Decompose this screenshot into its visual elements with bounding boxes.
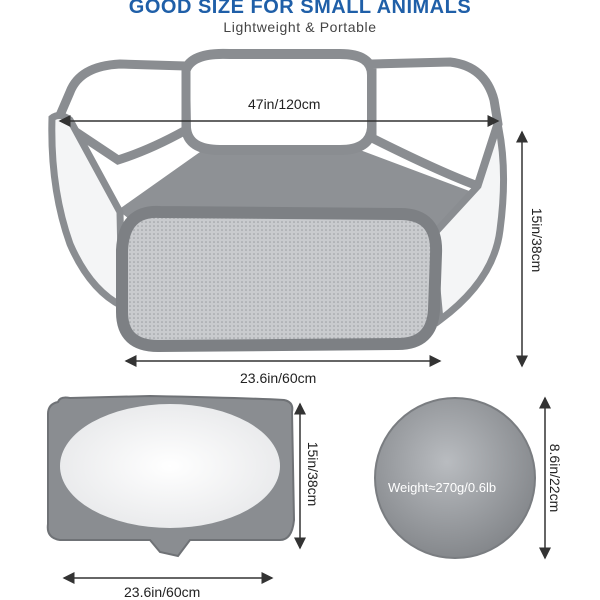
length-label: 47in/120cm [248, 96, 321, 112]
height-label-panel: 15in/38cm [305, 441, 321, 507]
width-label-panel: 23.6in/60cm [124, 584, 201, 600]
weight-label: Weight≈270g/0.6lb [388, 480, 497, 495]
width-label-open: 23.6in/60cm [240, 370, 317, 386]
front-mesh-panel [116, 205, 443, 353]
page-subtitle: Lightweight & Portable [223, 19, 377, 35]
diameter-label: 8.6in/22cm [547, 443, 563, 513]
back-left-panel [52, 59, 191, 165]
right-panel [428, 110, 508, 327]
page-title: GOOD SIZE FOR SMALL ANIMALS [128, 0, 472, 18]
height-label-open: 15in/38cm [529, 207, 545, 273]
folded-disc [374, 397, 536, 559]
panel-closeup [46, 394, 296, 558]
